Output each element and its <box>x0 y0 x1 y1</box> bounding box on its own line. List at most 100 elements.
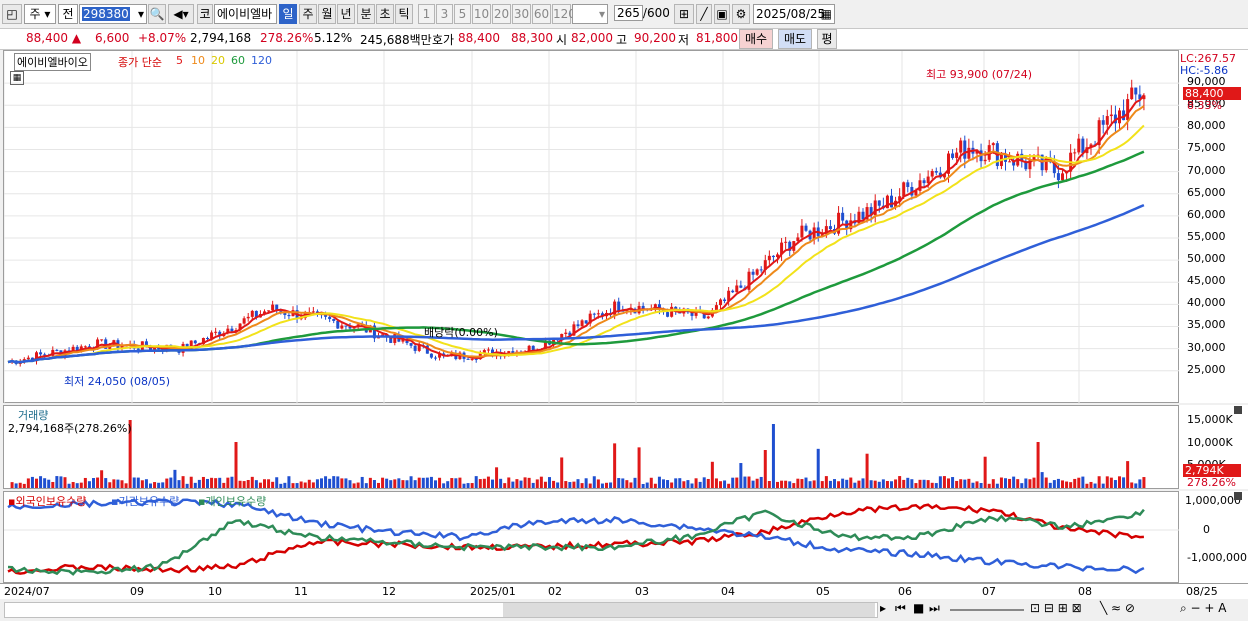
period-month-button[interactable]: 월 <box>318 4 336 24</box>
chart-settings-icon[interactable]: ⊞ <box>674 4 694 24</box>
volume-panel[interactable]: 거래량 2,794,168주(278.26%) <box>3 405 1179 489</box>
period-year-button[interactable]: 년 <box>337 4 355 24</box>
volume-bar <box>385 478 389 488</box>
stop-icon[interactable]: ■ <box>913 601 925 615</box>
candle-body <box>877 200 881 206</box>
interval-60-button[interactable]: 60 <box>532 4 551 24</box>
zoom-slider[interactable] <box>950 609 1024 611</box>
institution-holding-label: ▪기관보유수량 <box>111 495 180 508</box>
candle-body <box>267 310 271 312</box>
interval-10-button[interactable]: 10 <box>472 4 491 24</box>
candle-body <box>947 153 950 174</box>
volume-bar <box>755 478 759 488</box>
type-select[interactable]: 주 ▾ <box>24 4 56 24</box>
market-kospi-button[interactable]: 코 <box>197 4 213 24</box>
search-icon[interactable]: 🔍 <box>148 4 166 24</box>
candle-body <box>828 226 832 230</box>
interval-1-button[interactable]: 1 <box>418 4 435 24</box>
volume-bar <box>30 476 34 488</box>
volume-bar <box>1126 461 1130 488</box>
candle-body <box>96 339 100 350</box>
candle-body <box>153 346 157 350</box>
gear-icon[interactable]: ⚙ <box>732 4 750 24</box>
volume-bar <box>153 482 157 488</box>
volume-bar <box>934 483 938 488</box>
ma10-line <box>7 105 1145 364</box>
candle-body <box>991 143 995 146</box>
volume-chart-svg[interactable] <box>4 406 1180 490</box>
period-day-button[interactable]: 일 <box>279 4 297 24</box>
volume-bar <box>246 479 250 488</box>
candle-body <box>596 313 600 315</box>
candle-body <box>784 241 788 243</box>
market-select[interactable]: 전 <box>58 4 78 24</box>
window-icon[interactable]: ◰ <box>2 4 22 24</box>
volume-bar <box>344 478 348 488</box>
price-chart-svg[interactable] <box>4 51 1180 404</box>
price-y-tick: 45,000 <box>1187 274 1226 288</box>
stock-code-input[interactable]: 298380 ▾ <box>79 4 147 24</box>
eval-button[interactable]: 평 <box>817 29 837 49</box>
buy-button[interactable]: 매수 <box>739 29 773 49</box>
candle-body <box>401 338 405 342</box>
close-panel-icon[interactable] <box>1234 492 1242 500</box>
price-chart-panel[interactable]: 에이비엘바이오 종가 단순 5 10 20 60 120 ▦ 최고 93,900… <box>3 50 1180 404</box>
x-axis: 2024/07 09 10 11 12 2025/01 02 03 04 05 06 07 08 08/2… <box>0 583 1248 600</box>
zoom-icons[interactable]: ⌕ − + A <box>1180 601 1227 615</box>
candle-body <box>348 325 352 329</box>
interval-3-button[interactable]: 3 <box>436 4 453 24</box>
period-tick-button[interactable]: 틱 <box>395 4 413 24</box>
period-minute-button[interactable]: 분 <box>357 4 375 24</box>
candle-body <box>600 313 604 317</box>
volume-bar <box>995 483 999 488</box>
volume-bar <box>910 479 914 488</box>
volume-bar <box>841 478 845 488</box>
forward-icon[interactable]: ⏭ <box>929 601 940 615</box>
volume-bar <box>938 476 942 488</box>
candle-body <box>1138 94 1142 100</box>
candle-body <box>776 254 779 258</box>
volume-bar <box>478 479 482 488</box>
candle-body <box>690 312 694 316</box>
volume-bar <box>898 476 902 488</box>
holding-chart-svg[interactable] <box>4 492 1180 584</box>
interval-30-button[interactable]: 30 <box>512 4 531 24</box>
high-price: 90,200 <box>634 31 676 45</box>
volume-bar <box>959 479 963 488</box>
x-axis-tick: 08/25 <box>1186 585 1218 598</box>
ma10-label: 10 <box>191 54 205 67</box>
volume-bar <box>96 477 100 488</box>
interval-dropdown[interactable]: ▾ <box>572 4 608 24</box>
volume-bar <box>112 479 116 488</box>
candle-body <box>898 196 902 201</box>
save-icon[interactable]: ▣ <box>714 4 730 24</box>
volume-bar <box>535 479 539 488</box>
candle-body <box>1142 95 1146 100</box>
speaker-icon[interactable]: ◀▾ <box>168 4 194 24</box>
candle-body <box>104 339 108 349</box>
candle-body <box>1105 116 1109 125</box>
tool-icon[interactable]: ╱ <box>696 4 712 24</box>
close-panel-icon[interactable] <box>1234 406 1242 414</box>
data-count-field[interactable]: 265/600 <box>614 4 670 24</box>
interval-20-button[interactable]: 20 <box>492 4 511 24</box>
interval-5-button[interactable]: 5 <box>454 4 471 24</box>
layout-icon[interactable]: ⊡ ⊟ ⊞ ⊠ <box>1030 601 1082 615</box>
holding-panel[interactable]: ▪외국인보유수량 ▪기관보유수량 ▪개인보유수량 <box>3 491 1180 584</box>
scroll-right-icon[interactable]: ▸ <box>880 601 887 615</box>
volume-bar <box>332 476 336 488</box>
period-week-button[interactable]: 주 <box>299 4 317 24</box>
date-field[interactable]: 2025/08/25 ▦ <box>753 4 835 24</box>
scrollbar-thumb[interactable] <box>503 603 875 617</box>
price-y-tick: 35,000 <box>1187 318 1226 332</box>
sell-button[interactable]: 매도 <box>778 29 812 49</box>
period-second-button[interactable]: 초 <box>376 4 394 24</box>
grid-toggle-icon[interactable]: ▦ <box>10 71 24 85</box>
draw-tools-icon[interactable]: ╲ ≈ ⊘ <box>1100 601 1135 615</box>
stock-name-field[interactable]: 에이비엘바 <box>214 4 277 24</box>
interval-120-button[interactable]: 120 <box>552 4 576 24</box>
chart-scrollbar[interactable] <box>4 602 878 618</box>
rewind-icon[interactable]: ⏮ <box>895 601 906 615</box>
volume-bar <box>771 424 775 488</box>
candle-body <box>409 343 413 346</box>
